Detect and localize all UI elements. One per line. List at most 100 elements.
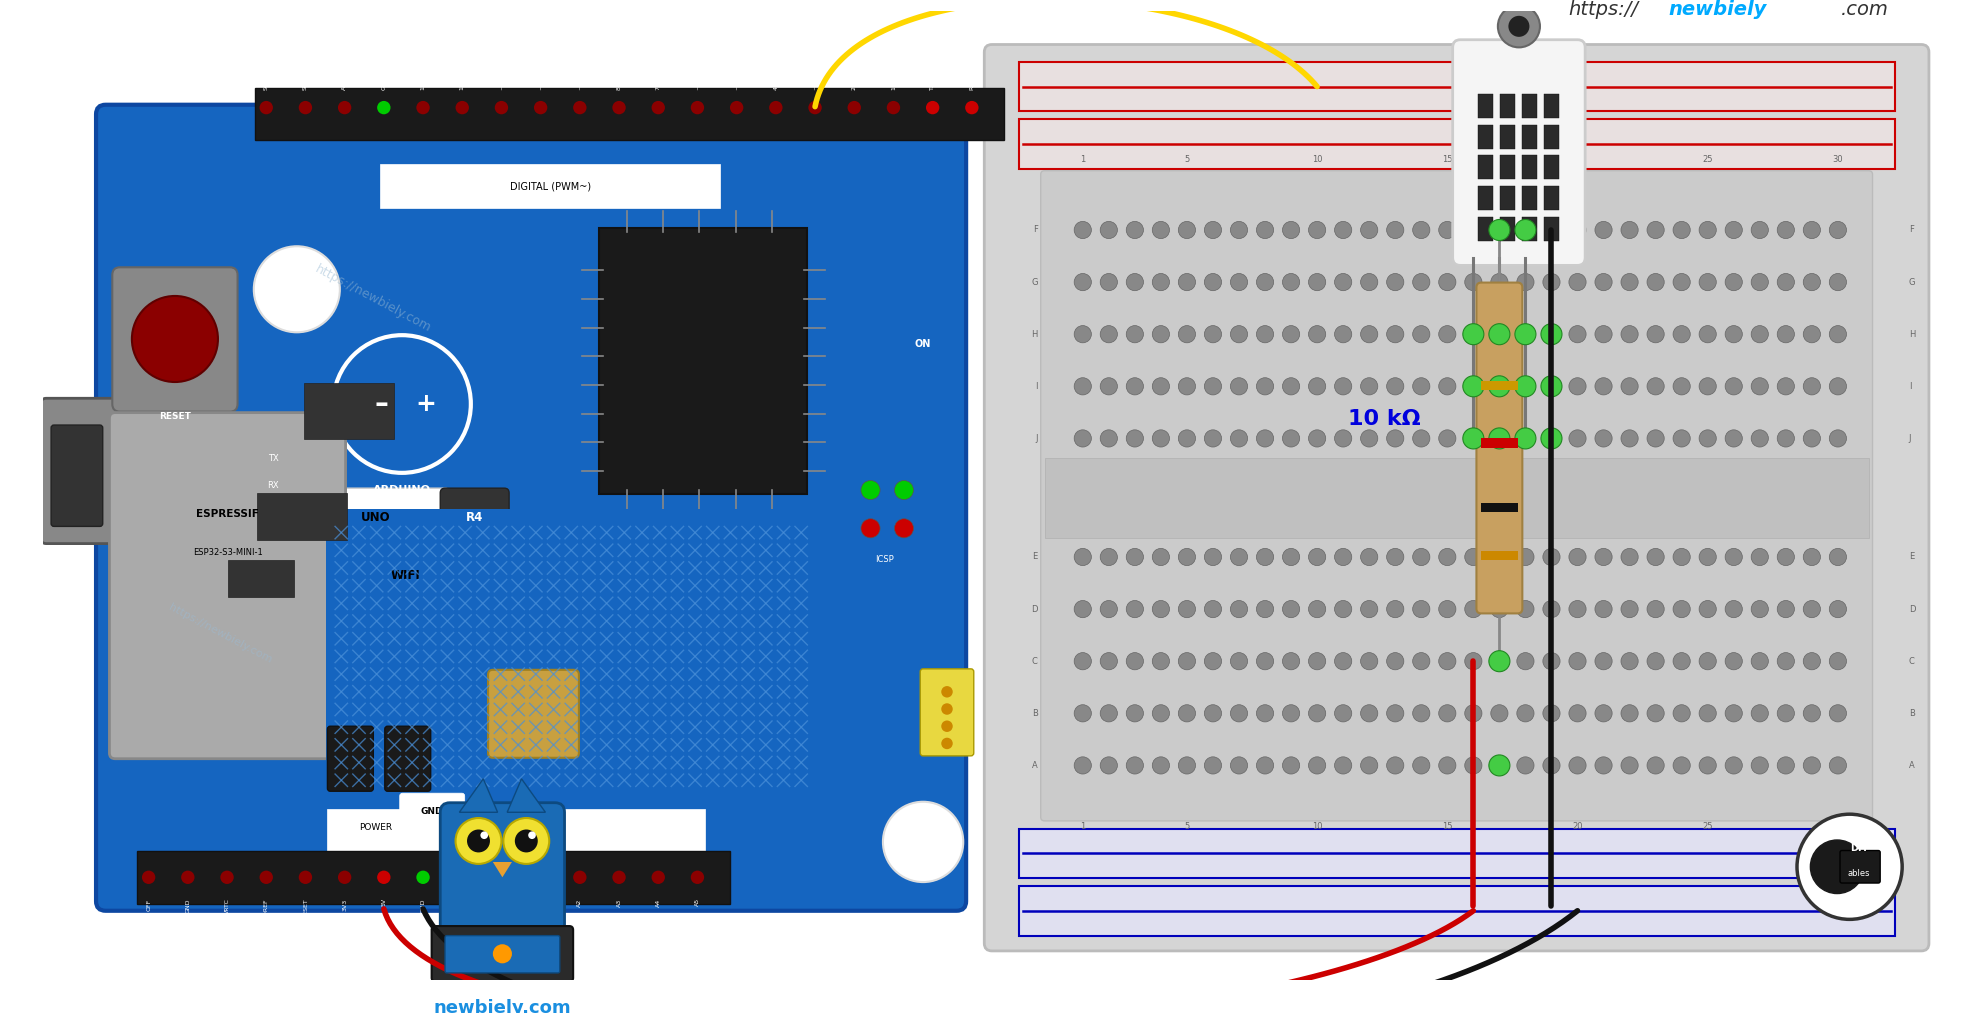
Circle shape [1594, 757, 1612, 774]
Circle shape [467, 830, 489, 852]
Circle shape [1073, 378, 1091, 395]
Bar [1521, 125, 1536, 149]
Circle shape [1230, 757, 1247, 774]
Circle shape [376, 101, 390, 114]
Circle shape [1594, 548, 1612, 565]
Circle shape [1152, 325, 1168, 342]
Circle shape [1386, 430, 1404, 447]
Circle shape [1489, 755, 1509, 776]
Circle shape [1673, 325, 1689, 342]
Circle shape [1517, 705, 1533, 722]
Bar [287, 479, 341, 498]
Bar [1499, 94, 1515, 119]
Circle shape [893, 480, 913, 499]
Text: OFF: OFF [147, 899, 150, 911]
Circle shape [1594, 430, 1612, 447]
Text: 10 kΩ: 10 kΩ [1348, 409, 1420, 430]
Circle shape [1386, 757, 1404, 774]
Circle shape [481, 832, 487, 839]
Circle shape [1178, 325, 1194, 342]
Bar [325, 510, 822, 796]
Text: 10: 10 [1311, 823, 1323, 832]
Circle shape [1152, 601, 1168, 618]
Circle shape [1073, 757, 1091, 774]
Circle shape [1507, 16, 1529, 36]
Circle shape [1360, 222, 1378, 239]
Circle shape [1099, 378, 1117, 395]
Circle shape [495, 870, 509, 884]
FancyBboxPatch shape [921, 669, 974, 756]
Circle shape [1491, 325, 1507, 342]
Circle shape [1828, 548, 1845, 565]
Circle shape [1335, 222, 1350, 239]
Circle shape [1178, 430, 1194, 447]
Text: RESET: RESET [303, 899, 307, 918]
Circle shape [1204, 757, 1222, 774]
Circle shape [1127, 274, 1142, 291]
Circle shape [1620, 378, 1637, 395]
Bar [287, 454, 341, 473]
Circle shape [1594, 378, 1612, 395]
Text: IOREF: IOREF [263, 899, 269, 917]
Text: 5: 5 [1184, 823, 1188, 832]
Text: A2: A2 [576, 899, 582, 907]
Circle shape [1673, 378, 1689, 395]
Circle shape [1281, 705, 1299, 722]
Circle shape [1412, 548, 1430, 565]
Bar [1481, 439, 1517, 448]
Circle shape [1281, 378, 1299, 395]
Text: GND: GND [186, 899, 190, 913]
FancyBboxPatch shape [109, 412, 345, 759]
Circle shape [1309, 601, 1325, 618]
Bar [1521, 217, 1536, 240]
Circle shape [729, 101, 742, 114]
Text: ~6: ~6 [695, 81, 699, 90]
Text: ~9: ~9 [576, 81, 582, 90]
Circle shape [612, 101, 626, 114]
Circle shape [1152, 548, 1168, 565]
Circle shape [1437, 274, 1455, 291]
Circle shape [1412, 705, 1430, 722]
Circle shape [1673, 548, 1689, 565]
Circle shape [1204, 430, 1222, 447]
Text: 4: 4 [772, 86, 778, 90]
Circle shape [1461, 427, 1483, 449]
Circle shape [1491, 548, 1507, 565]
Circle shape [940, 720, 952, 732]
Circle shape [1127, 601, 1142, 618]
Bar [1477, 155, 1493, 179]
Circle shape [1309, 378, 1325, 395]
Bar [255, 87, 1004, 140]
Circle shape [1489, 220, 1509, 240]
Text: TX→1: TX→1 [931, 73, 935, 90]
Circle shape [376, 870, 390, 884]
Circle shape [1673, 652, 1689, 670]
Bar [1477, 217, 1493, 240]
Text: J: J [1036, 434, 1038, 443]
Circle shape [1360, 548, 1378, 565]
Circle shape [1437, 430, 1455, 447]
Circle shape [1542, 274, 1560, 291]
Text: https://: https:// [1568, 0, 1637, 18]
Circle shape [1517, 548, 1533, 565]
Circle shape [503, 819, 548, 864]
Circle shape [1491, 274, 1507, 291]
Circle shape [1620, 430, 1637, 447]
Circle shape [1828, 378, 1845, 395]
Circle shape [1412, 325, 1430, 342]
Text: VIN: VIN [459, 899, 465, 910]
Circle shape [612, 870, 626, 884]
Circle shape [1802, 757, 1820, 774]
Text: TX: TX [267, 455, 277, 463]
Circle shape [1412, 430, 1430, 447]
Text: 1: 1 [1079, 823, 1085, 832]
Circle shape [1412, 274, 1430, 291]
Circle shape [1725, 378, 1742, 395]
Circle shape [1099, 222, 1117, 239]
Circle shape [1620, 601, 1637, 618]
Circle shape [1517, 601, 1533, 618]
Circle shape [1461, 324, 1483, 344]
Text: 5V: 5V [380, 899, 386, 907]
Circle shape [1699, 757, 1715, 774]
Circle shape [1568, 325, 1586, 342]
